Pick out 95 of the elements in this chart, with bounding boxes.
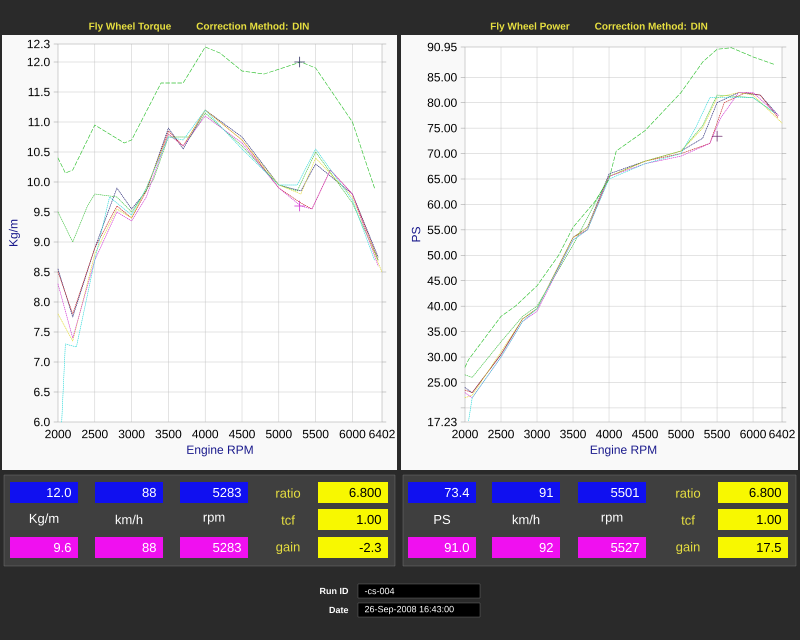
y-tick-label: 40.00: [427, 302, 457, 310]
text: Kg/m: [30, 513, 58, 526]
x-tick-label: 3500: [560, 430, 586, 438]
y-tick-label: 85.00: [428, 73, 457, 82]
y-axis-title: Kg/m: [8, 220, 20, 246]
x-tick-label: 3000: [118, 430, 144, 438]
x-tick-label: 4000: [596, 430, 622, 438]
text: tcf: [681, 515, 695, 525]
chart-title: Fly Wheel Power: [490, 22, 570, 32]
y-tick-label: 90.95: [428, 42, 457, 52]
text: ratio: [276, 488, 300, 498]
text: 1.00: [757, 514, 781, 524]
x-tick-label: 4500: [632, 430, 658, 438]
y-tick-label: 80.00: [428, 98, 457, 107]
text: 91.0: [444, 542, 469, 552]
text: 73.4: [444, 488, 470, 498]
y-axis-title: PS: [412, 227, 420, 242]
x-tick-label: 5500: [302, 430, 328, 438]
text: 92: [540, 542, 553, 552]
x-tick-label: 5000: [668, 430, 694, 438]
x-tick-label: 5500: [704, 430, 730, 438]
y-tick-label: 10.0: [28, 178, 50, 186]
text: 17.5: [757, 542, 781, 552]
text: km/h: [116, 514, 142, 524]
x-tick-label: 5000: [266, 430, 292, 438]
x-tick-label: 6000: [740, 430, 766, 438]
x-axis-title: Engine RPM: [590, 445, 656, 456]
text: Date: [330, 606, 348, 614]
x-tick-label: 4500: [228, 430, 255, 438]
line-series: [464, 47, 775, 368]
x-tick-label: 2000: [45, 430, 71, 438]
text: 12.0: [47, 488, 71, 498]
chart-title: Fly Wheel Torque: [89, 22, 171, 32]
x-tick-label: 6402: [769, 430, 795, 438]
x-tick-label: 4000: [192, 430, 218, 438]
x-axis-title: Engine RPM: [187, 445, 253, 456]
x-tick-label: 3500: [156, 430, 182, 438]
text: 5501: [611, 488, 639, 498]
text: 1.00: [357, 514, 381, 524]
text: rpm: [204, 514, 224, 524]
x-tick-label: 2500: [488, 430, 514, 438]
text: Run ID: [320, 588, 348, 594]
text: 88: [142, 488, 156, 498]
y-tick-label: 35.00: [428, 327, 457, 336]
text: 6.800: [750, 488, 781, 498]
y-tick-label: 11.0: [28, 118, 50, 126]
line-series: [58, 112, 378, 260]
y-tick-label: 60.00: [428, 200, 457, 209]
y-tick-label: 6.5: [34, 388, 50, 396]
text: km/h: [512, 514, 540, 524]
chart-subtitle: Correction Method: DIN: [595, 22, 708, 30]
y-tick-label: 50.00: [428, 251, 457, 260]
y-tick-label: 9.5: [34, 208, 50, 216]
text: ratio: [676, 488, 700, 498]
text: 88: [142, 542, 156, 552]
text: tcf: [281, 515, 295, 525]
text: -cs-004: [364, 588, 394, 594]
y-tick-label: 45.00: [427, 276, 457, 285]
y-tick-label: 17.23: [428, 418, 457, 426]
x-tick-label: 3000: [524, 430, 550, 438]
chart-subtitle: Correction Method: DIN: [196, 22, 309, 30]
line-series: [61, 110, 375, 422]
text: 5527: [611, 542, 639, 552]
y-tick-label: 10.5: [28, 148, 50, 156]
line-series: [58, 46, 375, 188]
text: gain: [676, 542, 700, 554]
y-tick-label: 6.0: [34, 418, 50, 426]
y-tick-label: 75.00: [428, 124, 457, 132]
y-tick-label: 8.0: [34, 298, 50, 306]
text: gain: [276, 542, 300, 554]
y-tick-label: 25.00: [428, 378, 457, 387]
text: PS: [434, 514, 450, 524]
y-tick-label: 70.00: [428, 149, 457, 158]
text: rpm: [602, 514, 622, 524]
text: 26-Sep-2008 16:43:00: [364, 606, 454, 614]
y-tick-label: 12.0: [28, 58, 50, 66]
text: 5283: [213, 542, 241, 552]
x-tick-label: 6000: [340, 430, 366, 438]
x-tick-label: 6402: [369, 430, 395, 438]
text: 9.6: [54, 542, 71, 552]
y-tick-label: 55.00: [428, 226, 457, 234]
x-tick-label: 2000: [452, 430, 478, 438]
y-tick-label: 8.5: [34, 268, 50, 276]
y-tick-label: 65.00: [428, 174, 457, 184]
x-tick-label: 2500: [82, 430, 108, 438]
text: 91: [540, 488, 553, 498]
y-tick-label: 30.00: [428, 352, 457, 362]
y-tick-label: 12.3: [28, 40, 50, 48]
text: 5283: [213, 488, 241, 498]
y-tick-label: 9.0: [34, 238, 50, 246]
y-tick-label: 11.5: [28, 88, 50, 96]
y-tick-label: 7.5: [34, 328, 50, 336]
text: 6.800: [350, 488, 381, 498]
text: -2.3: [360, 542, 381, 552]
y-tick-label: 7.0: [34, 358, 50, 366]
